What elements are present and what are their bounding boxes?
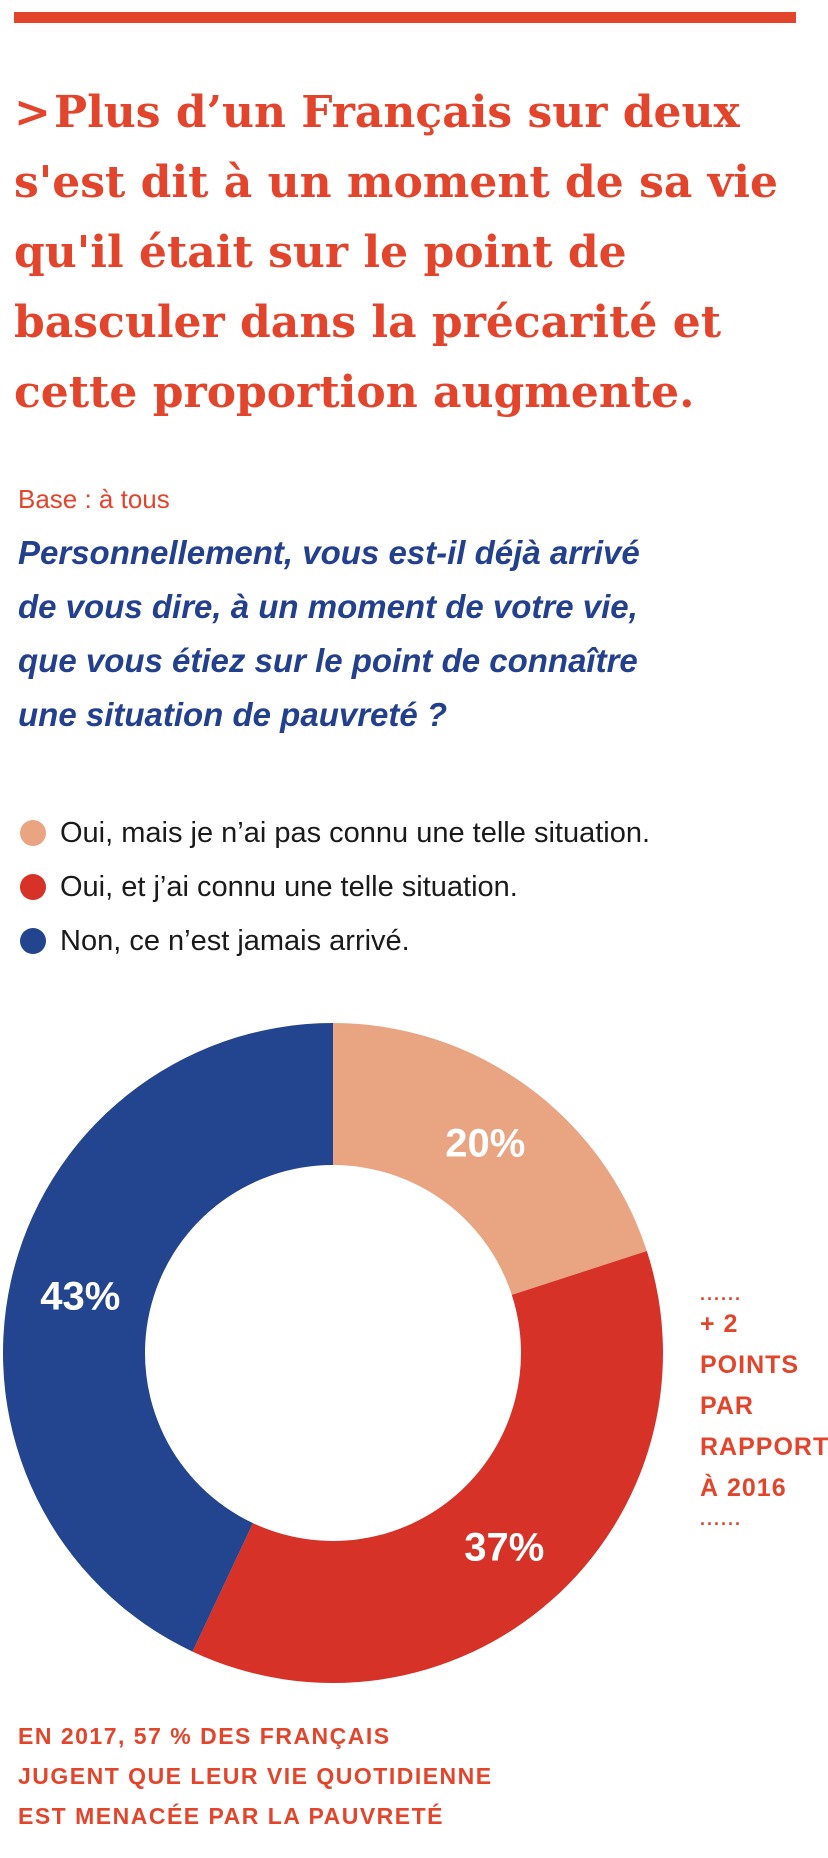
legend-label: Non, ce n’est jamais arrivé. (60, 924, 410, 957)
side-note-line: + 2 (700, 1310, 739, 1338)
donut-slice (333, 1023, 647, 1295)
dotted-rule: ...... (700, 1284, 743, 1304)
base-label: Base : à tous (18, 484, 170, 514)
donut-slice (2, 1023, 333, 1652)
headline-line: Plus d’un Français sur deux (54, 87, 740, 138)
side-note-line: POINTS (700, 1351, 800, 1379)
headline-line: s'est dit à un moment de sa vie (14, 157, 778, 208)
question-line: de vous dire, à un moment de votre vie, (18, 588, 638, 625)
question-line: que vous étiez sur le point de connaître (18, 642, 638, 679)
dotted-rule: ...... (700, 1509, 743, 1529)
headline-line: cette proportion augmente. (14, 367, 695, 418)
side-note-line: RAPPORT (700, 1433, 828, 1461)
chevron-right-icon: > (14, 87, 51, 138)
legend-item: Oui, et j’ai connu une telle situation. (20, 860, 650, 914)
legend-swatch (20, 928, 46, 954)
slice-value-label: 37% (464, 1525, 544, 1569)
side-note-line: PAR (700, 1392, 754, 1420)
legend-item: Non, ce n’est jamais arrivé. (20, 914, 650, 968)
donut-chart: 20% 37% 43% (2, 1023, 663, 1683)
legend-swatch (20, 820, 46, 846)
legend-label: Oui, et j’ai connu une telle situation. (60, 870, 518, 903)
legend-item: Oui, mais je n’ai pas connu une telle si… (20, 806, 650, 860)
side-note: ...... + 2 POINTS PAR RAPPORT À 2016 ...… (700, 1284, 828, 1529)
footer-line: EST MENACÉE PAR LA PAUVRETÉ (18, 1803, 444, 1829)
footer-line: EN 2017, 57 % DES FRANÇAIS (18, 1723, 391, 1749)
footer-note: EN 2017, 57 % DES FRANÇAIS JUGENT QUE LE… (18, 1716, 618, 1836)
legend-label: Oui, mais je n’ai pas connu une telle si… (60, 816, 651, 849)
survey-question: Personnellement, vous est-il déjà arrivé… (18, 526, 818, 742)
headline: >Plus d’un Français sur deux s'est dit à… (14, 78, 804, 428)
side-note-line: À 2016 (700, 1474, 787, 1502)
headline-line: qu'il était sur le point de (14, 227, 627, 278)
top-accent-bar (14, 12, 796, 23)
question-line: une situation de pauvreté ? (18, 696, 448, 733)
question-line: Personnellement, vous est-il déjà arrivé (18, 534, 640, 571)
slice-value-label: 43% (40, 1275, 120, 1319)
footer-line: JUGENT QUE LEUR VIE QUOTIDIENNE (18, 1763, 493, 1789)
legend-swatch (20, 874, 46, 900)
slice-value-label: 20% (445, 1121, 525, 1165)
donut-slice (192, 1251, 663, 1683)
headline-line: basculer dans la précarité et (14, 297, 722, 348)
chart-legend: Oui, mais je n’ai pas connu une telle si… (20, 806, 650, 968)
